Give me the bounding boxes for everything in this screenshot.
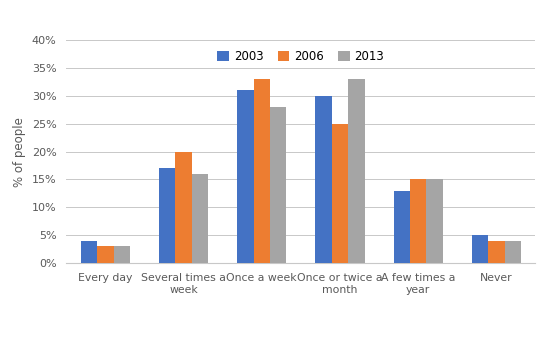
Bar <box>410 179 426 263</box>
Bar <box>81 241 97 263</box>
Bar <box>192 174 208 263</box>
Bar <box>114 246 130 263</box>
Bar <box>332 124 348 263</box>
Bar <box>237 90 253 263</box>
Bar <box>394 190 410 263</box>
Bar <box>315 96 332 263</box>
Bar <box>176 152 192 263</box>
Bar <box>159 168 176 263</box>
Legend: 2003, 2006, 2013: 2003, 2006, 2013 <box>214 47 388 66</box>
Y-axis label: % of people: % of people <box>13 117 26 187</box>
Bar <box>426 179 443 263</box>
Bar <box>97 246 114 263</box>
Bar <box>472 235 488 263</box>
Bar <box>270 107 286 263</box>
Bar <box>253 79 270 263</box>
Bar <box>348 79 364 263</box>
Bar <box>505 241 521 263</box>
Bar <box>488 241 505 263</box>
